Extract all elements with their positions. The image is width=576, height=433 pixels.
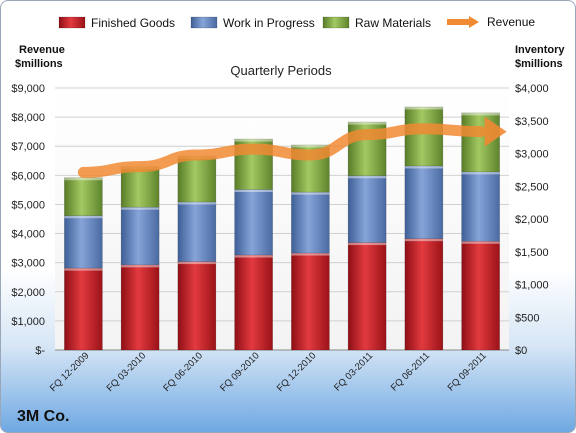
x-tick-label: FQ 03-2010 [105,350,149,394]
bar-top-highlight [64,177,103,181]
bar-top-highlight [177,261,216,265]
bar-top-highlight [348,175,387,179]
bar-top-highlight [121,264,160,268]
bar-top-highlight [291,253,330,256]
bar-raw-materials [461,112,500,173]
bar-top-highlight [404,238,443,242]
left-tick-label: $3,000 [11,258,45,270]
legend-swatch-work-in-progress [190,16,218,29]
left-tick-label: $4,000 [11,229,45,241]
bar-top-highlight [234,189,273,193]
bar-top-highlight [461,171,500,175]
legend-label: Finished Goods [91,16,175,30]
bar-top-highlight [461,241,500,244]
bar-top-highlight [404,106,443,110]
bar-work-in-progress [120,206,160,266]
bar-top-highlight [348,122,387,125]
bar-top-highlight [461,112,500,116]
right-axis-title-line2: $millions [515,58,563,70]
x-tick-label: FQ 12-2009 [48,350,92,394]
bar-finished-goods [177,261,217,351]
right-axis-ticks: $0 $500 $1,000 $1,500 $2,000 $2,500 $3,000 $3,5… [515,83,549,357]
right-tick-label: $4,000 [515,83,549,95]
right-tick-label: $2,500 [515,181,549,193]
legend-swatch-raw-materials [322,16,350,29]
left-axis-title-line2: $millions [15,58,63,70]
bar-finished-goods [291,252,330,351]
legend-label: Revenue [487,15,535,29]
bar-raw-materials [120,166,160,208]
legend-label: Work in Progress [223,16,315,30]
bar-work-in-progress [177,201,217,262]
bar-top-highlight [234,255,273,258]
x-tick-label: FQ 06-2011 [389,350,432,393]
legend-label: Raw Materials [355,16,431,30]
x-tick-label: FQ 09-2010 [218,350,262,394]
legend-arrow-icon [469,16,479,28]
x-tick-label: FQ 06-2010 [161,350,205,394]
bar-work-in-progress [404,165,444,239]
bar-raw-materials [404,106,444,167]
legend: Finished Goods Work in Progress Raw Materi… [58,15,535,30]
right-tick-label: $500 [515,312,539,324]
revenue-arrowhead [484,116,507,147]
left-axis-ticks: $- $1,000 $2,000 $3,000 $4,000 $5,000 $6,000 $7… [11,83,45,357]
bar-finished-goods [120,264,160,351]
left-tick-label: $8,000 [11,112,45,124]
bar-finished-goods [404,238,444,351]
bars [64,106,500,351]
bar-raw-materials [177,155,217,203]
bar-work-in-progress [291,191,330,254]
bar-raw-materials [64,177,103,217]
bar-finished-goods [234,254,273,351]
x-tick-label: FQ 12-2010 [275,350,319,394]
bar-top-highlight [291,144,330,148]
bar-work-in-progress [461,171,500,242]
left-tick-label: $2,000 [11,287,45,299]
left-tick-label: $9,000 [11,83,45,95]
bar-top-highlight [121,207,160,210]
x-tick-label: FQ 03-2011 [332,350,375,393]
right-axis-title-line1: Inventory [515,44,565,56]
bar-work-in-progress [64,215,103,269]
left-tick-label: $6,000 [11,170,45,182]
bar-top-highlight [291,192,330,195]
right-tick-label: $1,500 [515,247,549,259]
x-tick-label: FQ 09-2011 [446,350,489,393]
left-axis-title-line1: Revenue [19,44,65,56]
right-tick-label: $3,500 [515,116,549,128]
company-name: 3M Co. [17,408,69,425]
left-tick-label: $5,000 [11,199,45,211]
revenue-line-path [77,123,487,178]
left-tick-label: $1,000 [11,316,45,328]
x-axis-ticks: FQ 12-2009 FQ 03-2010 FQ 06-2010 FQ 09-2010… [48,350,489,394]
bar-work-in-progress [234,189,273,256]
right-tick-label: $1,000 [515,280,549,292]
bar-finished-goods [461,240,500,351]
bar-top-highlight [404,165,443,169]
legend-swatch-finished-goods [58,16,86,29]
right-tick-label: $0 [515,345,527,357]
plot-title: Quarterly Periods [230,63,332,78]
right-tick-label: $3,000 [515,149,549,161]
bar-finished-goods [347,242,387,351]
bar-finished-goods [64,267,103,351]
bar-top-highlight [234,139,273,142]
left-tick-label: $7,000 [11,141,45,153]
revenue-line [77,116,507,178]
bar-top-highlight [348,242,387,246]
bar-top-highlight [177,201,216,205]
bar-top-highlight [64,215,103,219]
left-tick-label: $- [35,345,45,357]
right-tick-label: $2,000 [515,214,549,226]
bar-work-in-progress [347,175,387,243]
bar-top-highlight [64,268,103,271]
